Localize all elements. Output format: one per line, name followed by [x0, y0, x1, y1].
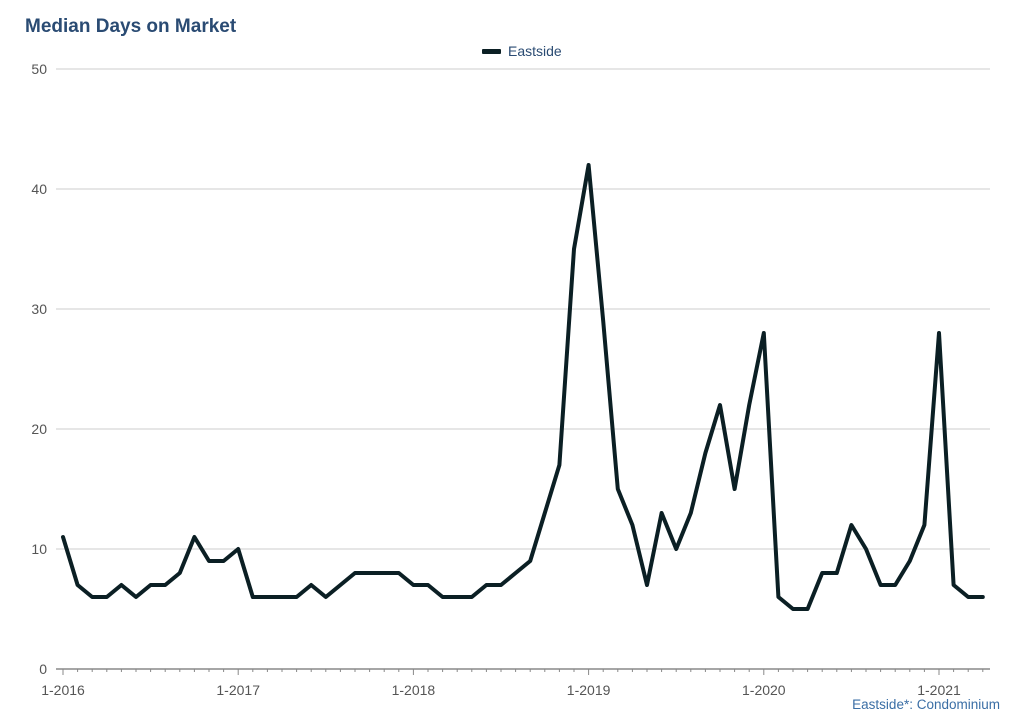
chart-title: Median Days on Market [25, 16, 237, 37]
x-tick-label: 1-2021 [917, 682, 961, 698]
legend-swatch [482, 48, 501, 54]
x-tick-label: 1-2017 [216, 682, 260, 698]
y-axis: 0 10 20 30 40 50 [31, 61, 47, 677]
y-tick-label: 40 [31, 181, 47, 197]
x-tick-label: 1-2016 [41, 682, 85, 698]
y-tick-label: 50 [31, 61, 47, 77]
y-tick-label: 20 [31, 421, 47, 437]
y-tick-label: 30 [31, 301, 47, 317]
x-axis: 1-2016 1-2017 1-2018 1-2019 1-2020 1-2021 [41, 669, 984, 698]
y-tick-label: 10 [31, 541, 47, 557]
chart-legend: Eastside [482, 43, 562, 59]
grid-lines [56, 68, 990, 670]
x-tick-label: 1-2020 [742, 682, 786, 698]
y-tick-label: 0 [39, 661, 47, 677]
x-tick-label: 1-2019 [567, 682, 611, 698]
series-line-eastside [61, 163, 985, 611]
chart-footnote: Eastside*: Condominium [852, 697, 1000, 712]
x-tick-label: 1-2018 [392, 682, 436, 698]
legend-label: Eastside [508, 43, 562, 59]
series-lines [61, 163, 985, 611]
